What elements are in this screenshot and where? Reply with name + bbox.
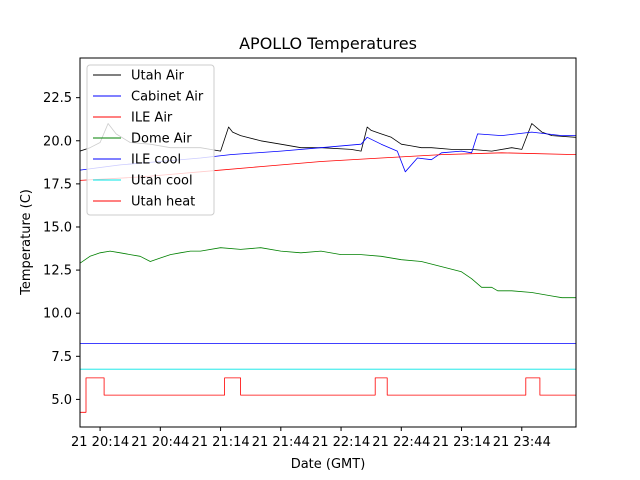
series-line-dome-air	[80, 247, 576, 299]
x-tick-label: 21 22:14	[312, 435, 370, 450]
y-axis: 5.0 7.5 10.0 12.5 15.0 17.5 20.0 22.5	[43, 91, 80, 408]
legend-label-utah-cool: Utah cool	[131, 174, 193, 189]
legend-label-ile-cool: ILE cool	[131, 153, 181, 168]
x-axis: 21 20:14 21 20:44 21 21:14 21 21:44 21 22:14…	[71, 427, 551, 450]
x-tick-label: 21 23:44	[493, 435, 551, 450]
chart-title: APOLLO Temperatures	[239, 34, 417, 53]
y-tick-label: 12.5	[43, 264, 72, 279]
y-tick-label: 22.5	[43, 91, 72, 106]
plot-frame	[79, 57, 577, 428]
legend-label-utah-air: Utah Air	[131, 69, 184, 84]
legend-label-ile-air: ILE Air	[131, 111, 173, 126]
x-tick-label: 21 23:14	[432, 435, 490, 450]
x-tick-label: 21 21:14	[191, 435, 249, 450]
y-tick-label: 5.0	[51, 393, 72, 408]
y-tick-label: 7.5	[51, 350, 72, 365]
y-tick-label: 10.0	[43, 307, 72, 322]
legend-label-cabinet-air: Cabinet Air	[131, 90, 204, 105]
series-line-cabinet-air	[80, 131, 576, 173]
x-axis-label: Date (GMT)	[291, 457, 366, 472]
y-tick-label: 20.0	[43, 134, 72, 149]
x-tick-label: 21 21:44	[252, 435, 310, 450]
y-tick-label: 17.5	[43, 177, 72, 192]
legend: Utah Air Cabinet Air ILE Air Dome Air ILE co…	[86, 64, 215, 216]
y-axis-label: Temperature (C)	[19, 189, 34, 296]
legend-box	[86, 64, 215, 216]
legend-label-dome-air: Dome Air	[131, 132, 192, 147]
series-line-utah-heat	[80, 377, 576, 413]
x-tick-label: 21 20:14	[71, 435, 129, 450]
y-tick-label: 15.0	[43, 220, 72, 235]
x-tick-label: 21 22:44	[372, 435, 430, 450]
legend-label-utah-heat: Utah heat	[131, 195, 195, 210]
x-tick-label: 21 20:44	[131, 435, 189, 450]
